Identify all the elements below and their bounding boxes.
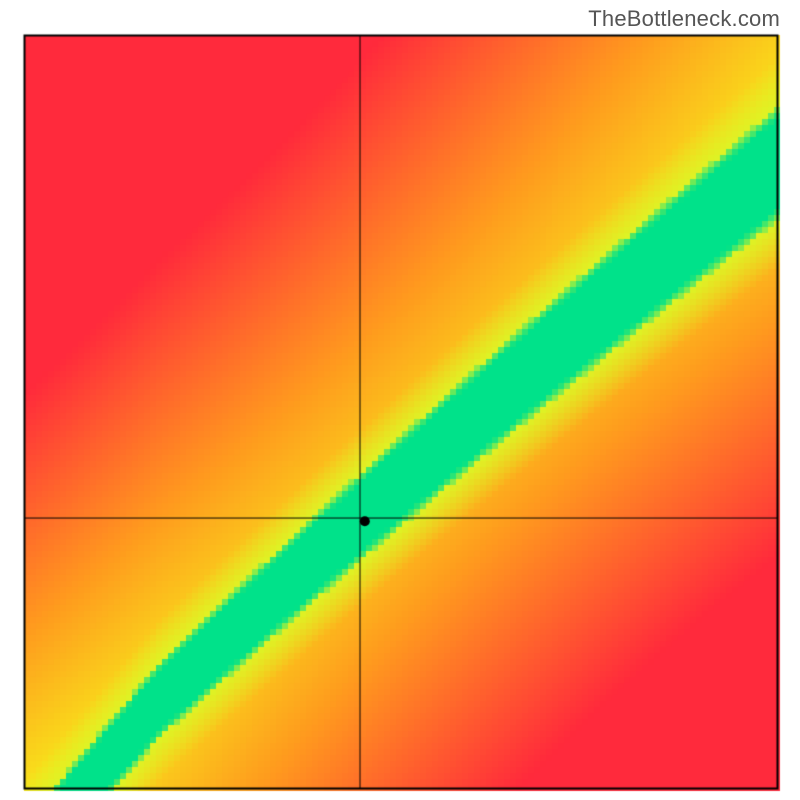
- chart-container: { "watermark": { "text": "TheBottleneck.…: [0, 0, 800, 800]
- bottleneck-heatmap: [0, 0, 800, 800]
- watermark-text: TheBottleneck.com: [588, 6, 780, 32]
